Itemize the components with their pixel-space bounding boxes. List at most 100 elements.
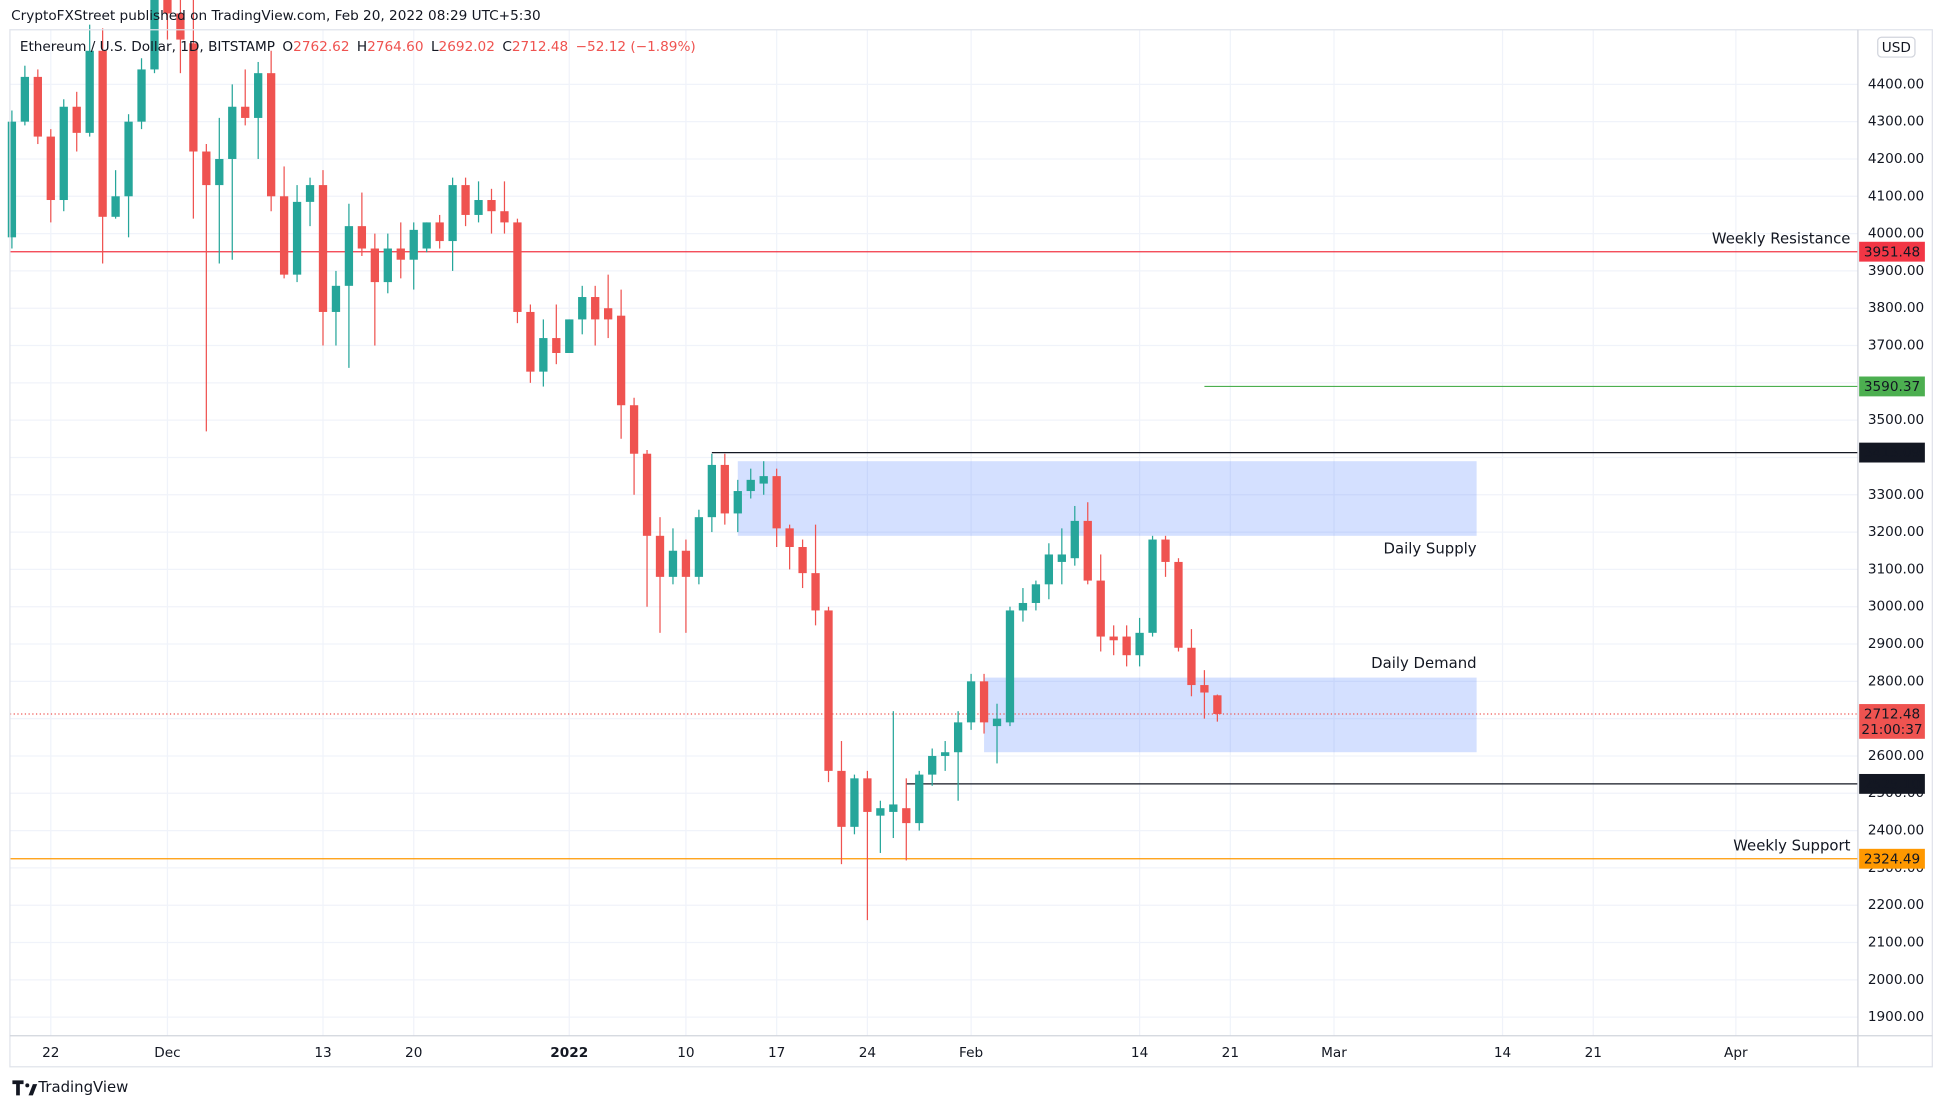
candle-body (474, 200, 483, 215)
candle-body (383, 248, 392, 283)
candle-body (409, 229, 418, 260)
ohlc-label: L (431, 39, 439, 55)
candle-body (448, 185, 457, 242)
ohlc-label: H (357, 39, 367, 55)
candles (7, 0, 1222, 921)
x-tick-label: 21 (1222, 1045, 1239, 1061)
candle-body (655, 535, 665, 577)
candle-body (629, 405, 639, 454)
candle-body (837, 770, 846, 827)
candle-body (539, 338, 548, 372)
x-tick-label: Dec (154, 1045, 180, 1061)
candle-body (176, 13, 185, 40)
symbol: Ethereum / U.S. Dollar, 1D, BITSTAMP (20, 39, 275, 55)
zone-label: Daily Supply (1384, 539, 1477, 557)
candle-body (461, 185, 470, 215)
candle-body (953, 722, 963, 753)
candle-body (331, 285, 341, 312)
level-price-tag: 3413.09 (1864, 445, 1920, 461)
ohlc-value: 2712.48 (512, 39, 568, 55)
candle-body (1213, 695, 1222, 714)
currency[interactable]: USD (1882, 40, 1911, 56)
candle-body (111, 196, 120, 217)
candle-body (1057, 554, 1066, 562)
candle-body (357, 226, 367, 249)
x-tick-label: Apr (1724, 1045, 1748, 1061)
y-tick-label: 3700.00 (1868, 338, 1924, 354)
level-label: Weekly Resistance (1712, 229, 1851, 247)
x-tick-label: Feb (959, 1045, 983, 1061)
candle-body (1122, 636, 1131, 656)
candle-body (1109, 636, 1118, 641)
candle-body (59, 106, 68, 201)
candle-body (20, 76, 30, 122)
x-tick-label: 17 (768, 1045, 785, 1061)
candle-body (305, 185, 315, 202)
candle-body (46, 136, 55, 201)
candle-body (370, 248, 379, 283)
candle-body (215, 158, 224, 186)
candle-body (720, 464, 729, 514)
zones: Daily Supply Daily Demand (737, 461, 1477, 753)
y-tick-label: 4400.00 (1868, 76, 1924, 92)
candle-body (7, 121, 17, 238)
candle-body (1044, 554, 1054, 585)
x-tick-label: 14 (1131, 1045, 1148, 1061)
candle-body (1018, 602, 1028, 611)
candle-body (98, 50, 107, 217)
brand-logo (12, 1080, 38, 1096)
candle-body (668, 550, 678, 577)
level-price-tag: 2525.10 (1864, 777, 1920, 793)
candle-body (850, 778, 859, 827)
candle-body (189, 43, 198, 152)
y-tick-label: 2000.00 (1868, 972, 1924, 988)
last-price-tag-bg (1859, 704, 1925, 739)
candle-body (228, 106, 237, 159)
candle-body (1083, 520, 1092, 581)
y-tick-label: 2800.00 (1868, 673, 1924, 689)
zone (737, 461, 1477, 536)
candle-body (966, 681, 976, 723)
candle-body (124, 121, 133, 197)
candle-body (759, 476, 768, 484)
ohlc-value: 2692.02 (439, 39, 495, 55)
candle-body (435, 222, 444, 242)
candle-body (1070, 520, 1079, 559)
candle-body (396, 248, 405, 260)
level-price-tag-bg (1859, 848, 1925, 869)
candle-body (1174, 561, 1183, 648)
level-price-tag-bg (1859, 376, 1925, 397)
candle-body (811, 573, 820, 611)
candle-body (1148, 539, 1157, 633)
zone-label: Daily Demand (1371, 654, 1476, 672)
candle-body (202, 151, 211, 186)
candle-body (1187, 647, 1196, 686)
level-price-tag-bg (1859, 773, 1925, 794)
candle-body (137, 69, 146, 122)
candle-body (487, 200, 496, 212)
y-tick-label: 3500.00 (1868, 412, 1924, 428)
candle-body (928, 755, 937, 775)
candle-body (85, 50, 94, 133)
candle-body (279, 196, 289, 275)
candle-body (72, 106, 81, 133)
candle-body (798, 547, 807, 574)
x-tick-label: 14 (1494, 1045, 1511, 1061)
y-tick-label: 4300.00 (1868, 114, 1924, 130)
last-price-tag: 2712.48 (1864, 707, 1920, 723)
y-tick-label: 3100.00 (1868, 561, 1924, 577)
y-tick-label: 4000.00 (1868, 226, 1924, 242)
candle-body (1161, 539, 1170, 562)
candle-body (746, 479, 755, 492)
currency-box[interactable] (1877, 36, 1916, 58)
y-tick-label: 3800.00 (1868, 300, 1924, 316)
candle-body (591, 297, 600, 320)
candle-body (266, 73, 276, 197)
candle-body (681, 550, 691, 577)
candle-body (578, 297, 587, 320)
level-price-tag: 3590.37 (1864, 379, 1920, 395)
price-tags: 3951.48 3590.37 3413.09 2525.10 2324.49 2712.… (1859, 241, 1925, 869)
level-price-tag-bg (1859, 442, 1925, 463)
ohlc-label: C (502, 39, 512, 55)
